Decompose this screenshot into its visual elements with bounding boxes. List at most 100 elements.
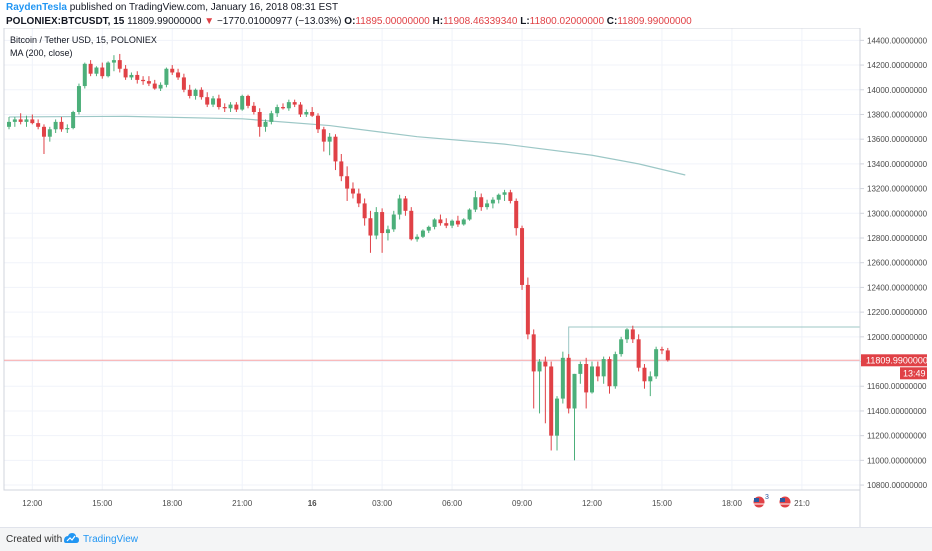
y-tick-label: 11600.00000000 <box>867 382 927 391</box>
low-value: 11800.02000000 <box>529 16 605 27</box>
candle-body <box>490 199 495 204</box>
candle-body <box>619 339 624 355</box>
candle-body <box>216 98 221 108</box>
high-value: 11908.46339340 <box>443 16 518 27</box>
us-flag-icon[interactable] <box>778 495 792 509</box>
ohlc-line: POLONIEX:BTCUSDT, 15 11809.99000000 ▼ −1… <box>6 16 692 27</box>
x-tick-label: 06:00 <box>442 499 463 508</box>
candle-body <box>397 198 402 215</box>
candle-body <box>420 230 425 237</box>
candle-body <box>560 357 565 399</box>
x-tick-label: 18:00 <box>162 499 183 508</box>
candle-body <box>665 350 670 361</box>
candle-body <box>176 72 181 78</box>
chart-grid <box>4 28 860 490</box>
down-arrow-icon: ▼ <box>204 16 215 27</box>
candle-body <box>327 136 332 142</box>
candle-body <box>47 129 52 137</box>
y-tick-label: 12400.00000000 <box>867 283 928 292</box>
y-tick-label: 11000.00000000 <box>867 456 927 465</box>
open-value: 11895.00000000 <box>355 16 430 27</box>
candle-body <box>228 104 233 109</box>
candle-body <box>310 112 315 116</box>
countdown-label: 13:49 <box>903 368 926 378</box>
candle-body <box>146 81 151 84</box>
candle-body <box>205 97 210 105</box>
low-label: L: <box>520 16 530 27</box>
candle-body <box>30 119 35 124</box>
tradingview-link[interactable]: TradingView <box>83 534 139 545</box>
candle-body <box>181 77 186 90</box>
candle-body <box>531 334 536 372</box>
svg-text:3: 3 <box>765 494 769 501</box>
x-tick-label: 15:00 <box>652 499 673 508</box>
candle-body <box>141 79 146 82</box>
candle-body <box>298 104 303 115</box>
candle-body <box>251 105 256 112</box>
candle-body <box>106 62 111 77</box>
y-tick-label: 13600.00000000 <box>867 135 928 144</box>
x-tick-label: 21:00 <box>232 499 253 508</box>
current-price-tag: 11809.99000000 13:49 <box>861 354 932 380</box>
y-tick-label: 13200.00000000 <box>867 185 928 194</box>
us-flag-icon[interactable]: 3 <box>752 494 769 509</box>
level-line <box>568 326 860 409</box>
candle-body <box>315 115 320 130</box>
candle-body <box>444 223 449 226</box>
candle-body <box>455 220 460 225</box>
indicator-label[interactable]: MA (200, close) <box>10 48 73 58</box>
current-price-label: 11809.99000000 <box>866 355 932 365</box>
candle-body <box>286 102 291 109</box>
y-tick-label: 13800.00000000 <box>867 110 928 119</box>
x-tick-label: 18:00 <box>722 499 743 508</box>
candle-body <box>555 398 560 436</box>
event-markers[interactable]: 3 <box>752 494 792 509</box>
author-link[interactable]: RaydenTesla <box>6 2 67 13</box>
candle-body <box>164 68 169 85</box>
y-tick-label: 14200.00000000 <box>867 61 928 70</box>
candle-body <box>613 354 618 387</box>
y-tick-label: 13000.00000000 <box>867 209 928 218</box>
candle-body <box>362 203 367 219</box>
candle-body <box>385 229 390 234</box>
candle-body <box>601 359 606 377</box>
close-value: 11809.99000000 <box>617 16 692 27</box>
price-chart[interactable]: Bitcoin / Tether USD, 15, POLONIEX MA (2… <box>0 28 932 527</box>
candle-body <box>71 112 76 129</box>
price-axis[interactable]: 14400.00000000 14200.00000000 14000.000000… <box>860 36 928 490</box>
candle-body <box>485 203 490 208</box>
candle-body <box>7 121 11 127</box>
candle-body <box>234 104 239 110</box>
candle-body <box>65 128 70 130</box>
candle-body <box>584 364 589 393</box>
time-axis[interactable]: 12:00 15:00 18:00 21:00 16 03:00 06:00 09:00 12:… <box>22 499 810 508</box>
candle-body <box>473 197 478 210</box>
chart-marks <box>4 53 860 461</box>
candle-body <box>415 236 420 240</box>
x-tick-label: 09:00 <box>512 499 533 508</box>
candle-body <box>76 86 81 112</box>
candle-body <box>350 188 355 194</box>
candle-body <box>572 373 577 409</box>
y-tick-label: 11400.00000000 <box>867 407 927 416</box>
created-with-text: Created with <box>6 534 63 545</box>
candle-body <box>263 121 268 127</box>
chart-title: Bitcoin / Tether USD, 15, POLONIEX <box>10 35 157 45</box>
candle-body <box>374 212 379 236</box>
open-label: O: <box>344 16 356 27</box>
y-tick-label: 11200.00000000 <box>867 432 927 441</box>
candle-body <box>566 357 571 409</box>
candle-body <box>82 63 87 87</box>
candle-body <box>543 361 548 367</box>
candle-body <box>654 349 659 377</box>
candle-body <box>321 129 326 142</box>
candle-body <box>514 200 519 229</box>
candle-body <box>467 209 472 220</box>
candle-body <box>111 60 116 63</box>
candle-body <box>648 376 653 382</box>
x-tick-label: 16 <box>308 499 317 508</box>
y-tick-label: 12800.00000000 <box>867 234 928 243</box>
candle-body <box>636 339 641 368</box>
candle-body <box>12 119 17 122</box>
tradingview-logo-icon[interactable] <box>62 531 80 545</box>
